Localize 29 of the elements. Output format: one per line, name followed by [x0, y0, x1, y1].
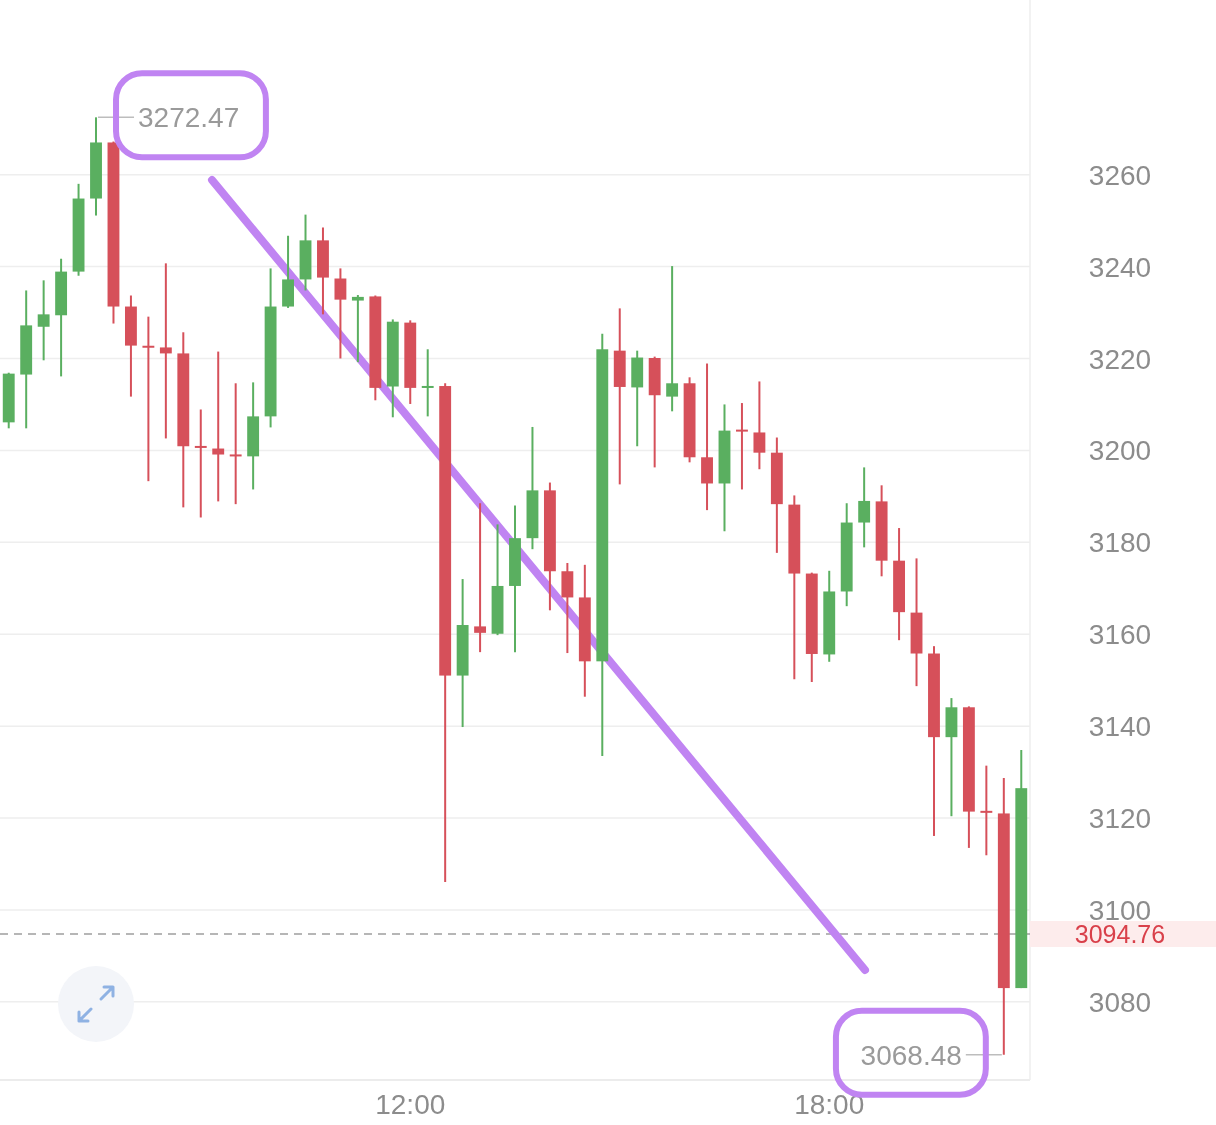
candlestick [229, 382, 242, 506]
x-tick-label: 18:00 [794, 1089, 865, 1121]
y-tick-label: 3260 [1088, 159, 1152, 191]
y-tick-label: 3080 [1088, 986, 1152, 1018]
x-tick-label: 12:00 [375, 1089, 446, 1121]
candlestick [736, 402, 748, 491]
y-tick-label: 3140 [1088, 711, 1152, 743]
candlestick [334, 267, 347, 360]
candlestick [212, 350, 225, 503]
y-tick-label: 3180 [1088, 527, 1152, 559]
y-tick-label: 3220 [1088, 343, 1152, 375]
candlestick [351, 294, 364, 364]
candlestick [474, 502, 487, 654]
candlestick [753, 380, 766, 471]
candlestick [421, 348, 434, 418]
candlestick [159, 262, 172, 440]
candlestick [980, 764, 993, 857]
y-tick-label: 3240 [1088, 251, 1152, 283]
y-tick-label: 3120 [1088, 803, 1152, 835]
candlestick [194, 408, 207, 519]
annotation: 3068.48 [860, 1039, 962, 1071]
annotation: 3272.47 [138, 102, 240, 134]
ref-line-label: 3094.76 [1074, 920, 1166, 949]
candlestick [142, 315, 155, 483]
candlestick [858, 466, 871, 549]
y-tick-label: 3200 [1088, 435, 1152, 467]
y-tick-label: 3160 [1088, 619, 1152, 651]
candlestick [666, 265, 679, 413]
candlestick [37, 279, 50, 362]
